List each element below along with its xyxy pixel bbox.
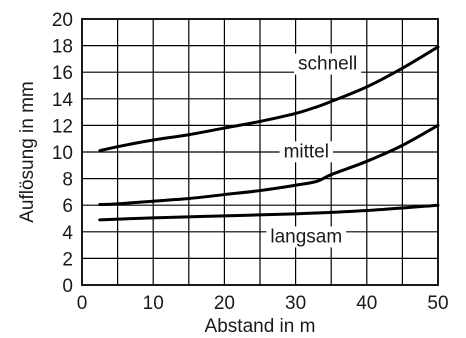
series-labels: schnell mittel langsam [266, 53, 362, 248]
y-tick-label: 2 [62, 249, 73, 270]
series-label-langsam: langsam [270, 226, 342, 247]
series-label-background [279, 141, 333, 163]
series-line-mittel [98, 123, 440, 207]
x-tick-label: 20 [214, 293, 235, 314]
y-tick-label: 0 [62, 276, 73, 297]
y-tick-label: 12 [52, 116, 73, 137]
y-axis-label: Auflösung in mm [17, 81, 38, 223]
y-tick-labels: 0 2 4 6 8 10 12 14 16 18 20 [52, 10, 74, 297]
y-tick-label: 8 [62, 170, 73, 191]
series-label-schnell: schnell [298, 54, 357, 75]
series-label-background [294, 53, 362, 75]
y-tick-label: 16 [52, 63, 73, 84]
x-tick-labels: 0 10 20 30 40 50 [77, 293, 449, 314]
x-tick-label: 10 [143, 293, 164, 314]
series-line-schnell [98, 45, 440, 153]
y-tick-label: 18 [52, 37, 73, 58]
series-label-background [266, 226, 347, 248]
x-tick-label: 30 [285, 293, 306, 314]
y-tick-label: 20 [52, 10, 73, 31]
y-tick-label: 6 [62, 196, 73, 217]
series-lines [98, 45, 440, 222]
x-tick-label: 40 [356, 293, 377, 314]
plot-grid [82, 19, 438, 285]
series-line-langsam [98, 203, 440, 222]
series-label-mittel: mittel [284, 141, 329, 162]
y-tick-label: 10 [52, 143, 73, 164]
x-tick-label: 0 [77, 293, 88, 314]
x-tick-label: 50 [427, 293, 448, 314]
plot-frame [81, 18, 439, 286]
y-tick-label: 4 [62, 223, 73, 244]
x-axis-label: Abstand in m [205, 316, 316, 337]
y-tick-label: 14 [52, 90, 74, 111]
